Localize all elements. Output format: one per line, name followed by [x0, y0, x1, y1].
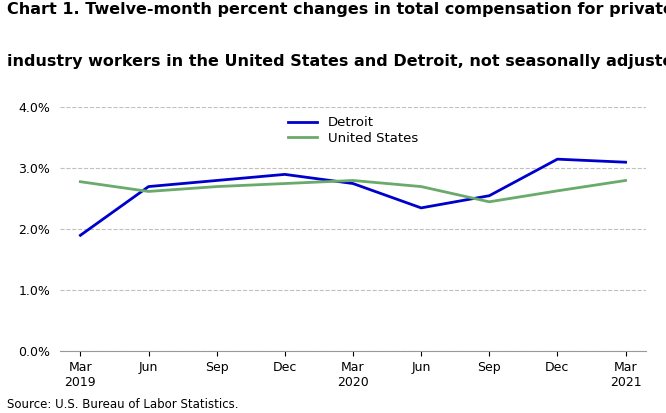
Detroit [349, 181, 357, 186]
Line: United States: United States [81, 180, 625, 202]
Detroit [281, 172, 289, 177]
Text: industry workers in the United States and Detroit, not seasonally adjusted: industry workers in the United States an… [7, 54, 666, 69]
United States [77, 179, 85, 184]
Detroit [417, 205, 425, 210]
United States [553, 188, 561, 193]
United States [349, 178, 357, 183]
Detroit [212, 178, 220, 183]
Detroit [553, 157, 561, 161]
United States [281, 181, 289, 186]
United States [486, 199, 494, 204]
Legend: Detroit, United States: Detroit, United States [288, 116, 418, 145]
United States [145, 189, 153, 194]
United States [621, 178, 629, 183]
Text: Source: U.S. Bureau of Labor Statistics.: Source: U.S. Bureau of Labor Statistics. [7, 398, 238, 411]
Detroit [621, 160, 629, 165]
United States [417, 184, 425, 189]
Detroit [77, 233, 85, 238]
Detroit [486, 193, 494, 198]
United States [212, 184, 220, 189]
Text: Chart 1. Twelve-month percent changes in total compensation for private: Chart 1. Twelve-month percent changes in… [7, 2, 666, 17]
Line: Detroit: Detroit [81, 159, 625, 235]
Detroit [145, 184, 153, 189]
